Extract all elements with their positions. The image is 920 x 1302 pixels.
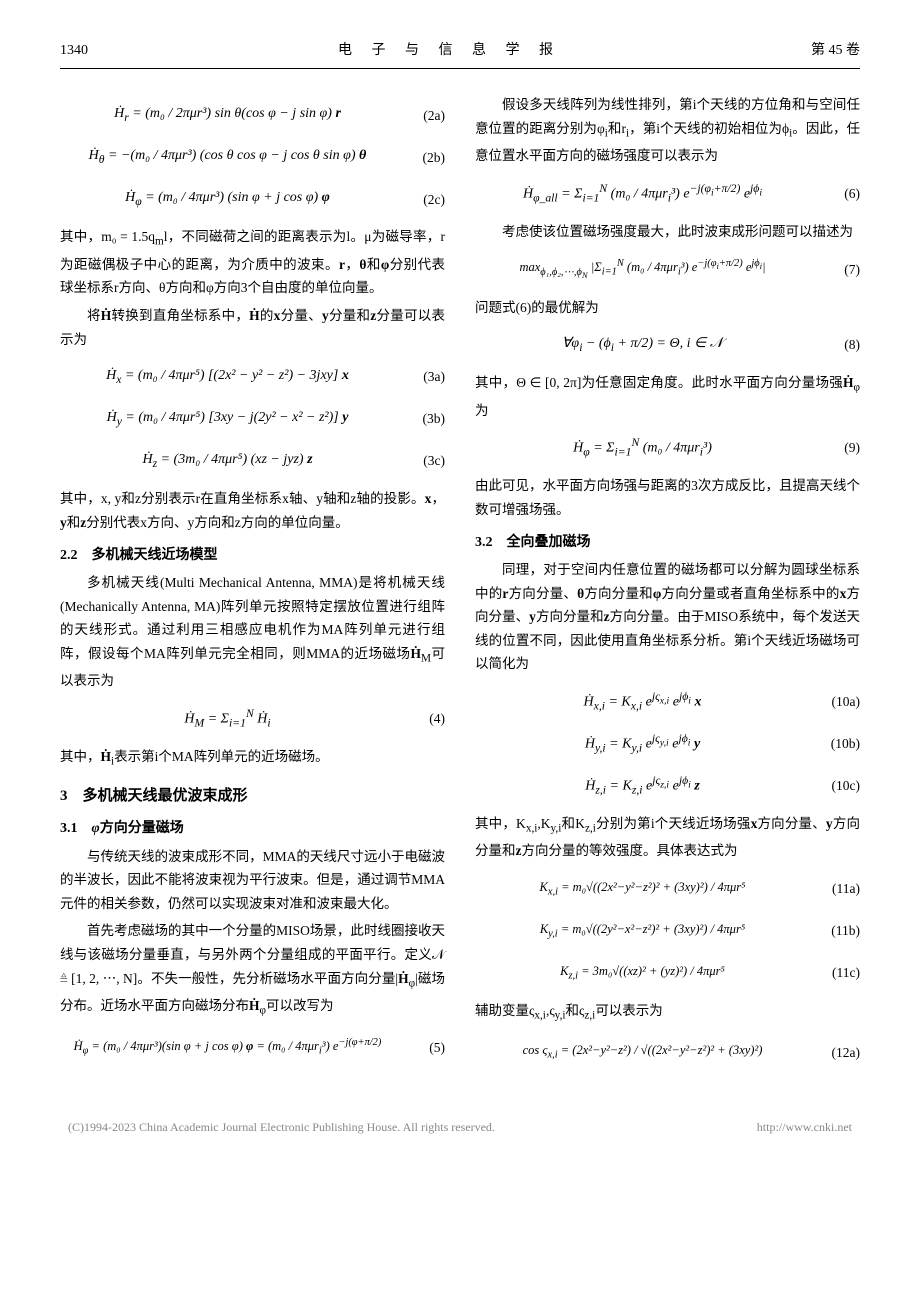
eq-number: (3c) bbox=[395, 450, 445, 472]
paragraph: 其中，x, y和z分别表示r在直角坐标系x轴、y轴和z轴的投影。x，y和z分别代… bbox=[60, 487, 445, 534]
page-container: 1340 电 子 与 信 息 学 报 第 45 卷 Ḣr = (m₀ / 2πμ… bbox=[0, 0, 920, 1218]
eq-number: (6) bbox=[810, 183, 860, 205]
eq-body: Ky,i = m₀√((2y²−x²−z²)² + (3xy)²) / 4πμr… bbox=[475, 919, 810, 943]
equation-6: Ḣφ_all = Σi=1N (m₀ / 4πμri³) e−j(φi+π/2)… bbox=[475, 178, 860, 210]
eq-number: (10a) bbox=[810, 691, 860, 713]
paragraph: 辅助变量ςx,i,ςy,i和ςz,i可以表示为 bbox=[475, 999, 860, 1026]
paragraph: 同理，对于空间内任意位置的磁场都可以分解为圆球坐标系中的r方向分量、θ方向分量和… bbox=[475, 558, 860, 676]
eq-body: Ḣφ = (m₀ / 4πμr³)(sin φ + j cos φ) φ = (… bbox=[60, 1035, 395, 1060]
eq-body: Ḣy = (m₀ / 4πμr⁵) [3xy − j(2y² − x² − z²… bbox=[60, 407, 395, 431]
page-header: 1340 电 子 与 信 息 学 报 第 45 卷 bbox=[60, 40, 860, 69]
eq-body: Ḣx = (m₀ / 4πμr⁵) [(2x² − y² − z²) − 3jx… bbox=[60, 365, 395, 389]
equation-5: Ḣφ = (m₀ / 4πμr³)(sin φ + j cos φ) φ = (… bbox=[60, 1031, 445, 1063]
eq-number: (2c) bbox=[395, 189, 445, 211]
equation-8: ∀φi − (ϕi + π/2) = Θ, i ∈ 𝒩 (8) bbox=[475, 329, 860, 361]
eq-body: Ḣz,i = Kz,i ejςz,i ejϕi z bbox=[475, 772, 810, 800]
paragraph: 其中，Θ ∈ [0, 2π]为任意固定角度。此时水平面方向分量场强Ḣφ为 bbox=[475, 371, 860, 422]
eq-body: Kx,i = m₀√((2x²−y²−z²)² + (3xy)²) / 4πμr… bbox=[475, 877, 810, 901]
paragraph: 其中，m₀ = 1.5qml，不同磁荷之间的距离表示为l。μ为磁导率，r为距磁偶… bbox=[60, 225, 445, 300]
equation-10c: Ḣz,i = Kz,i ejςz,i ejϕi z (10c) bbox=[475, 770, 860, 802]
paragraph: 多机械天线(Multi Mechanical Antenna, MMA)是将机械… bbox=[60, 571, 445, 693]
eq-number: (9) bbox=[810, 437, 860, 459]
eq-body: Ḣθ = −(m₀ / 4πμr³) (cos θ cos φ − j cos … bbox=[60, 145, 395, 169]
equation-2c: Ḣφ = (m₀ / 4πμr³) (sin φ + j cos φ) φ (2… bbox=[60, 183, 445, 215]
copyright-text: (C)1994-2023 China Academic Journal Elec… bbox=[68, 1118, 495, 1137]
eq-body: Ḣy,i = Ky,i ejςy,i ejϕi y bbox=[475, 730, 810, 758]
eq-number: (12a) bbox=[810, 1042, 860, 1064]
eq-body: Ḣφ = Σi=1N (m₀ / 4πμri³) bbox=[475, 434, 810, 462]
page-number: 1340 bbox=[60, 40, 88, 62]
equation-12a: cos ςx,i = (2x²−y²−z²) / √((2x²−y²−z²)² … bbox=[475, 1036, 860, 1068]
eq-number: (7) bbox=[810, 259, 860, 281]
equation-11a: Kx,i = m₀√((2x²−y²−z²)² + (3xy)²) / 4πμr… bbox=[475, 873, 860, 905]
equation-3a: Ḣx = (m₀ / 4πμr⁵) [(2x² − y² − z²) − 3jx… bbox=[60, 361, 445, 393]
paragraph: 由此可见，水平面方向场强与距离的3次方成反比，且提高天线个数可增强场强。 bbox=[475, 474, 860, 521]
eq-number: (10c) bbox=[810, 775, 860, 797]
paragraph: 问题式(6)的最优解为 bbox=[475, 296, 860, 320]
eq-body: Ḣφ_all = Σi=1N (m₀ / 4πμri³) e−j(φi+π/2)… bbox=[475, 180, 810, 208]
eq-number: (11b) bbox=[810, 920, 860, 942]
two-column-layout: Ḣr = (m₀ / 2πμr³) sin θ(cos φ − j sin φ)… bbox=[60, 89, 860, 1078]
eq-number: (3b) bbox=[395, 408, 445, 430]
eq-number: (2b) bbox=[395, 147, 445, 169]
eq-body: Ḣφ = (m₀ / 4πμr³) (sin φ + j cos φ) φ bbox=[60, 187, 395, 211]
subsection-2-2: 2.2 多机械天线近场模型 bbox=[60, 545, 445, 567]
equation-9: Ḣφ = Σi=1N (m₀ / 4πμri³) (9) bbox=[475, 432, 860, 464]
eq-number: (11a) bbox=[810, 878, 860, 900]
eq-number: (11c) bbox=[810, 962, 860, 984]
equation-11c: Kz,i = 3m₀√((xz)² + (yz)²) / 4πμr⁵ (11c) bbox=[475, 957, 860, 989]
eq-number: (2a) bbox=[395, 105, 445, 127]
eq-number: (3a) bbox=[395, 366, 445, 388]
equation-2a: Ḣr = (m₀ / 2πμr³) sin θ(cos φ − j sin φ)… bbox=[60, 99, 445, 131]
subsection-3-2: 3.2 全向叠加磁场 bbox=[475, 532, 860, 554]
eq-body: ḢM = Σi=1N Ḣi bbox=[60, 705, 395, 733]
paragraph: 与传统天线的波束成形不同，MMA的天线尺寸远小于电磁波的半波长，因此不能将波束视… bbox=[60, 845, 445, 916]
equation-11b: Ky,i = m₀√((2y²−x²−z²)² + (3xy)²) / 4πμr… bbox=[475, 915, 860, 947]
eq-body: Ḣr = (m₀ / 2πμr³) sin θ(cos φ − j sin φ)… bbox=[60, 103, 395, 127]
paragraph: 其中，Kx,i,Ky,i和Kz,i分别为第i个天线近场场强x方向分量、y方向分量… bbox=[475, 812, 860, 863]
journal-title: 电 子 与 信 息 学 报 bbox=[338, 40, 561, 62]
volume-label: 第 45 卷 bbox=[811, 40, 860, 62]
section-3: 3 多机械天线最优波束成形 bbox=[60, 784, 445, 808]
paragraph: 其中，Ḣi表示第i个MA阵列单元的近场磁场。 bbox=[60, 745, 445, 772]
eq-body: ∀φi − (ϕi + π/2) = Θ, i ∈ 𝒩 bbox=[475, 333, 810, 357]
eq-number: (10b) bbox=[810, 733, 860, 755]
page-footer: (C)1994-2023 China Academic Journal Elec… bbox=[60, 1118, 860, 1137]
paragraph: 考虑使该位置磁场强度最大，此时波束成形问题可以描述为 bbox=[475, 220, 860, 244]
paragraph: 假设多天线阵列为线性排列，第i个天线的方位角和与空间任意位置的距离分别为φi和r… bbox=[475, 93, 860, 168]
eq-body: Ḣz = (3m₀ / 4πμr⁵) (xz − jyz) z bbox=[60, 449, 395, 473]
equation-7: maxϕ₁,ϕ₂,⋯,ϕN |Σi=1N (m₀ / 4πμri³) e−j(φ… bbox=[475, 254, 860, 286]
eq-body: Kz,i = 3m₀√((xz)² + (yz)²) / 4πμr⁵ bbox=[475, 961, 810, 985]
paragraph: 首先考虑磁场的其中一个分量的MISO场景，此时线圈接收天线与该磁场分量垂直，与另… bbox=[60, 919, 445, 1021]
eq-body: cos ςx,i = (2x²−y²−z²) / √((2x²−y²−z²)² … bbox=[475, 1040, 810, 1064]
right-column: 假设多天线阵列为线性排列，第i个天线的方位角和与空间任意位置的距离分别为φi和r… bbox=[475, 89, 860, 1078]
paragraph: 将Ḣ转换到直角坐标系中，Ḣ的x分量、y分量和z分量可以表示为 bbox=[60, 304, 445, 351]
equation-3b: Ḣy = (m₀ / 4πμr⁵) [3xy − j(2y² − x² − z²… bbox=[60, 403, 445, 435]
eq-body: maxϕ₁,ϕ₂,⋯,ϕN |Σi=1N (m₀ / 4πμri³) e−j(φ… bbox=[475, 256, 810, 283]
eq-body: Ḣx,i = Kx,i ejςx,i ejϕi x bbox=[475, 688, 810, 716]
eq-number: (5) bbox=[395, 1037, 445, 1059]
eq-number: (4) bbox=[395, 708, 445, 730]
footer-url: http://www.cnki.net bbox=[757, 1118, 852, 1137]
left-column: Ḣr = (m₀ / 2πμr³) sin θ(cos φ − j sin φ)… bbox=[60, 89, 445, 1078]
equation-10a: Ḣx,i = Kx,i ejςx,i ejϕi x (10a) bbox=[475, 686, 860, 718]
eq-number: (8) bbox=[810, 334, 860, 356]
equation-3c: Ḣz = (3m₀ / 4πμr⁵) (xz − jyz) z (3c) bbox=[60, 445, 445, 477]
subsection-3-1: 3.1 φ方向分量磁场 bbox=[60, 818, 445, 840]
equation-10b: Ḣy,i = Ky,i ejςy,i ejϕi y (10b) bbox=[475, 728, 860, 760]
equation-4: ḢM = Σi=1N Ḣi (4) bbox=[60, 703, 445, 735]
equation-2b: Ḣθ = −(m₀ / 4πμr³) (cos θ cos φ − j cos … bbox=[60, 141, 445, 173]
